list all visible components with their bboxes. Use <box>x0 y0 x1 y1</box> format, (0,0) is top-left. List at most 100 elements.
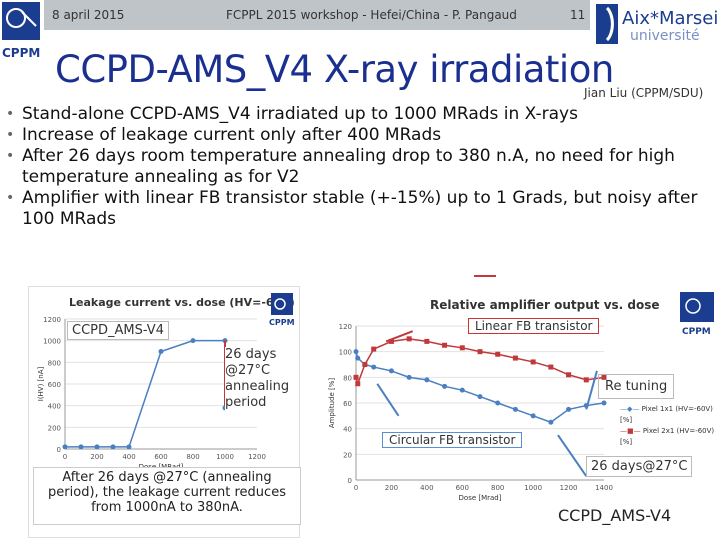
amu-logo-name: Aix*Marseille <box>622 8 720 29</box>
data-point <box>566 372 572 378</box>
data-point <box>477 394 483 400</box>
bullet-item: • After 26 days room temperature annealin… <box>6 146 675 187</box>
linear-arrow <box>385 330 414 343</box>
data-point <box>512 355 518 361</box>
legend-item-2: —■— Pixel 2x1 (HV=-60V) [%] <box>620 427 715 446</box>
data-point <box>548 364 554 370</box>
cppm-logo-graphic: CPPM <box>2 2 40 60</box>
y-tick-label: 60 <box>343 400 352 408</box>
circular-fb-label: Circular FB transistor <box>382 432 523 448</box>
y-tick-label: 200 <box>48 424 61 432</box>
data-point <box>495 351 501 357</box>
data-point <box>78 444 84 450</box>
x-tick-label: 0 <box>63 453 67 461</box>
data-point <box>110 444 116 450</box>
x-tick-label: 200 <box>90 453 103 461</box>
y-tick-label: 400 <box>48 403 61 411</box>
annealing-label: 26 days@27°C <box>586 456 693 477</box>
y-tick-label: 800 <box>48 359 61 367</box>
data-point <box>495 400 501 406</box>
x-tick-label: 0 <box>354 484 358 492</box>
series-line <box>65 339 226 448</box>
circular-arrow <box>376 383 400 417</box>
data-point <box>126 444 132 450</box>
x-axis-label: Dose [Mrad] <box>459 494 502 502</box>
data-point <box>459 345 465 351</box>
x-tick-label: 200 <box>385 484 398 492</box>
data-point <box>371 364 377 370</box>
series-line <box>355 351 605 424</box>
y-tick-label: 1200 <box>43 316 61 324</box>
retuning-label: Re tuning <box>598 374 675 399</box>
data-point <box>512 406 518 412</box>
x-tick-label: 1000 <box>216 453 234 461</box>
data-point <box>566 406 572 412</box>
x-tick-label: 1000 <box>524 484 542 492</box>
x-tick-label: 1400 <box>595 484 613 492</box>
cppm-logo-text: CPPM <box>2 46 40 60</box>
y-tick-label: 100 <box>339 349 352 357</box>
slide-number: 11 <box>570 8 586 22</box>
x-tick-label: 800 <box>186 453 199 461</box>
amplifier-legend: —◆— Pixel 1x1 (HV=-60V) [%] —■— Pixel 2x… <box>620 404 718 448</box>
data-point <box>601 400 607 406</box>
data-point <box>388 338 394 344</box>
leakage-note: After 26 days @27°C (annealing period), … <box>33 467 301 525</box>
x-tick-label: 600 <box>154 453 167 461</box>
cppm-small-logo: CPPM <box>269 293 295 327</box>
y-tick-label: 120 <box>339 323 352 331</box>
annealing-callout: 26 days @27°C annealing period <box>225 347 291 411</box>
data-point <box>362 362 368 367</box>
data-point <box>388 368 394 374</box>
data-point <box>583 377 589 383</box>
data-point <box>424 377 430 383</box>
retuning-arrow <box>585 370 598 410</box>
amu-logo-sub: université <box>630 28 700 44</box>
slide-title: CCPD-AMS_V4 X-ray irradiation <box>55 48 614 91</box>
data-point <box>371 346 377 352</box>
data-point <box>424 338 430 344</box>
data-point <box>353 374 359 380</box>
x-tick-label: 1200 <box>248 453 266 461</box>
header-bar: 8 april 2015 FCPPL 2015 workshop - Hefei… <box>0 0 590 30</box>
bullet-item: • Amplifier with linear FB transistor sta… <box>6 188 698 229</box>
y-tick-label: 1000 <box>43 338 61 346</box>
y-tick-label: 80 <box>343 374 352 382</box>
leakage-chip-label: CCPD_AMS-V4 <box>67 321 169 340</box>
data-point <box>530 413 536 419</box>
data-point <box>62 444 68 450</box>
author: Jian Liu (CPPM/SDU) <box>584 86 704 100</box>
y-axis-label: I(HV) [nA] <box>37 366 45 401</box>
y-tick-label: 600 <box>48 381 61 389</box>
header-workshop: FCPPL 2015 workshop - Hefei/China - P. P… <box>226 8 517 22</box>
data-point <box>94 444 100 450</box>
svg-text:CPPM: CPPM <box>682 327 711 337</box>
amplifier-chart-title: Relative amplifier output vs. dose <box>430 298 660 312</box>
amplifier-chip-label: CCPD_AMS-V4 <box>558 506 672 525</box>
leakage-panel: Leakage current vs. dose (HV=-60V) CPPM … <box>28 286 301 538</box>
svg-text:CPPM: CPPM <box>269 318 295 327</box>
data-point <box>406 336 412 342</box>
y-tick-label: 40 <box>343 426 352 434</box>
accent-line <box>474 275 496 277</box>
data-point <box>548 419 554 425</box>
legend-item-1: —◆— Pixel 1x1 (HV=-60V) [%] <box>620 405 713 424</box>
data-point <box>158 349 164 354</box>
bullet-item: • Stand-alone CCPD-AMS_V4 irradiated up t… <box>6 104 578 124</box>
data-point <box>477 349 483 355</box>
data-point <box>406 374 412 380</box>
data-point <box>442 383 448 389</box>
data-point <box>442 342 448 348</box>
cppm-small-logo-right: CPPM <box>678 290 716 338</box>
y-tick-label: 20 <box>343 451 352 459</box>
data-point <box>355 355 361 361</box>
x-tick-label: 400 <box>420 484 433 492</box>
annealing-arrow-blue <box>557 434 588 477</box>
amu-logo-mark <box>596 4 618 44</box>
data-point <box>190 338 196 344</box>
x-tick-label: 400 <box>122 453 135 461</box>
data-point <box>601 374 607 380</box>
bullet-item: • Increase of leakage current only after … <box>6 125 442 145</box>
x-tick-label: 600 <box>456 484 469 492</box>
